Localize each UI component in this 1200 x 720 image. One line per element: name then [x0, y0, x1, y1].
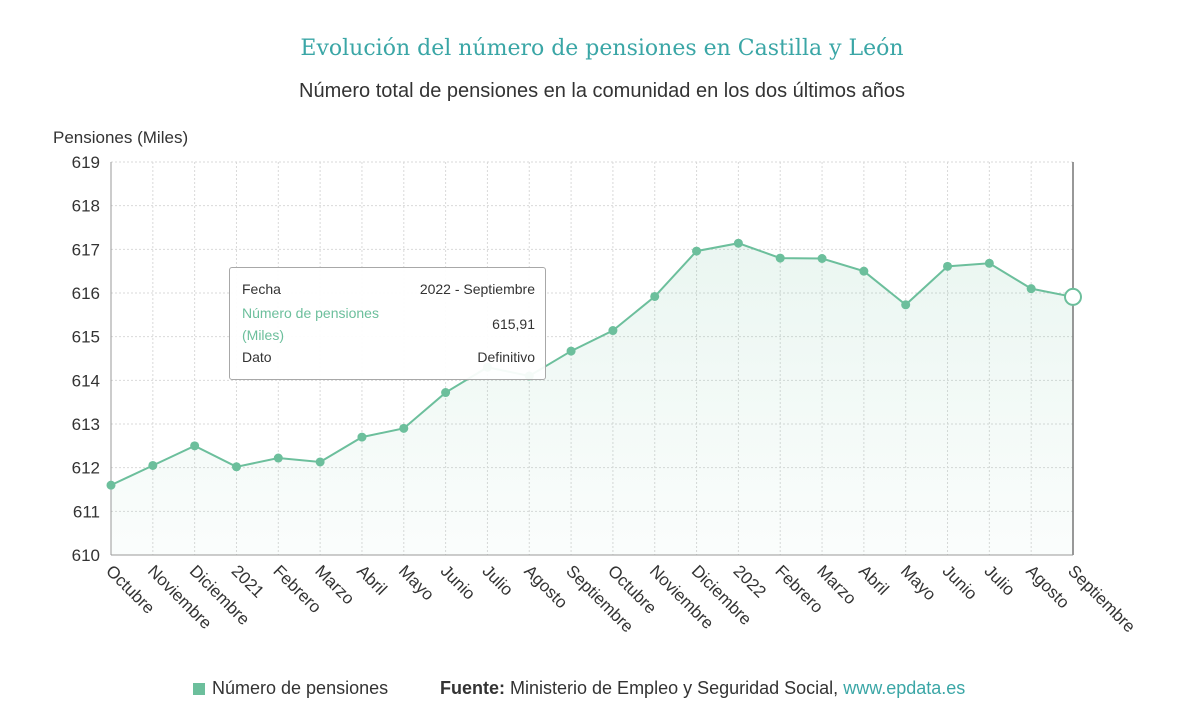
y-tick-labels: 610 611 612 613 614 615 616 617 618 619 [72, 153, 100, 565]
area-fill [111, 243, 1073, 555]
y-tick-label: 612 [72, 459, 100, 478]
legend[interactable]: Número de pensiones [193, 678, 388, 699]
x-tick-label: Septiembre [1064, 561, 1139, 636]
y-tick-label: 617 [72, 240, 100, 259]
tooltip-dato-label: Dato [242, 349, 272, 365]
data-point[interactable] [608, 326, 618, 336]
data-point[interactable] [106, 480, 116, 490]
x-tick-label: Julio [981, 561, 1019, 599]
data-point[interactable] [441, 388, 451, 398]
data-point[interactable] [399, 423, 409, 433]
tooltip-row-metric: Número de pensiones (Miles) 615,91 [242, 302, 535, 348]
y-tick-label: 613 [72, 415, 100, 434]
x-tick-label: Abril [353, 561, 390, 598]
x-tick-label: Mayo [897, 561, 940, 604]
x-tick-label: Agosto [520, 561, 571, 612]
data-point[interactable] [231, 462, 241, 472]
data-point[interactable] [692, 246, 702, 256]
data-point[interactable] [650, 291, 660, 301]
series-area [111, 243, 1073, 555]
x-tick-label: Julio [479, 561, 517, 599]
x-tick-label: Abril [855, 561, 892, 598]
data-point[interactable] [984, 258, 994, 268]
tooltip: Fecha 2022 - Septiembre Número de pensio… [229, 267, 546, 380]
y-tick-label: 611 [73, 502, 100, 521]
data-point[interactable] [775, 253, 785, 263]
source-label: Fuente: [440, 678, 505, 698]
x-tick-label: Junio [437, 561, 479, 603]
x-tick-label: Mayo [395, 561, 438, 604]
legend-label: Número de pensiones [212, 678, 389, 698]
data-point[interactable] [190, 441, 200, 451]
y-tick-label: 618 [72, 197, 100, 216]
data-point[interactable] [148, 460, 158, 470]
tooltip-fecha-label: Fecha [242, 281, 281, 297]
tooltip-row-fecha: Fecha 2022 - Septiembre [242, 281, 535, 301]
data-point[interactable] [315, 457, 325, 467]
tooltip-metric-value: 615,91 [492, 316, 535, 332]
data-point[interactable] [817, 254, 827, 264]
series-line [110, 242, 1074, 487]
data-point[interactable] [733, 238, 743, 248]
y-tick-label: 610 [72, 546, 100, 565]
tooltip-dato-value: Definitivo [477, 349, 535, 365]
y-axis-label: Pensiones (Miles) [53, 128, 188, 147]
data-point[interactable] [273, 453, 283, 463]
y-tick-label: 619 [72, 153, 100, 172]
legend-swatch [193, 682, 205, 695]
y-tick-label: 614 [72, 371, 100, 390]
data-point[interactable] [357, 432, 367, 442]
data-point[interactable] [943, 261, 953, 271]
tooltip-fecha-value: 2022 - Septiembre [419, 281, 535, 297]
tooltip-metric-label: Número de pensiones (Miles) [242, 305, 379, 343]
chart-subtitle: Número total de pensiones en la comunida… [299, 80, 905, 102]
x-tick-label: Agosto [1022, 561, 1073, 612]
source-link[interactable]: www.epdata.es [843, 678, 966, 698]
data-point[interactable] [1026, 284, 1036, 294]
data-point[interactable] [566, 346, 576, 356]
source-text: Ministerio de Empleo y Seguridad Social, [510, 678, 839, 698]
source: Fuente: Ministerio de Empleo y Seguridad… [440, 678, 965, 699]
chart-title: Evolución del número de pensiones en Cas… [300, 36, 903, 61]
data-point[interactable] [859, 266, 869, 276]
data-point-highlight[interactable] [1064, 287, 1082, 306]
y-tick-label: 616 [72, 284, 100, 303]
data-point[interactable] [901, 300, 911, 310]
tooltip-row-dato: Dato Definitivo [242, 349, 535, 369]
series-line-path [110, 242, 1074, 487]
y-tick-label: 615 [72, 328, 100, 347]
x-tick-label: Junio [939, 561, 981, 603]
